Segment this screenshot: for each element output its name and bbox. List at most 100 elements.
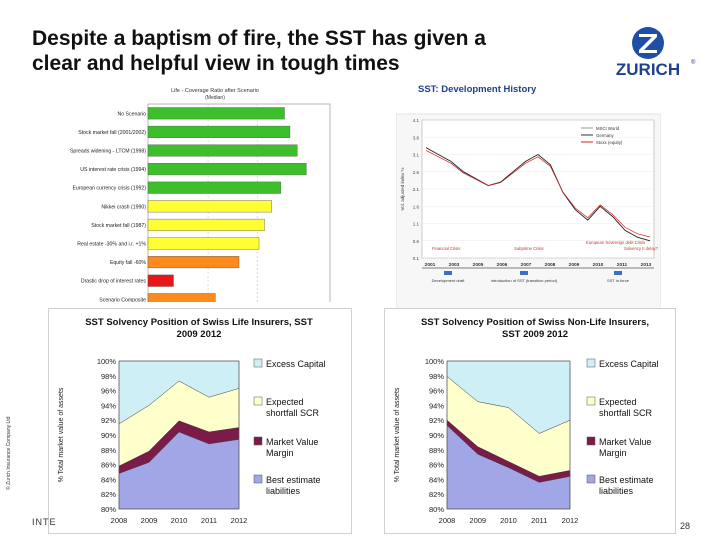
chart4-x-tick: 2012 — [562, 516, 579, 525]
swiss-nonlife-solvency-svg: SST Solvency Position of Swiss Non-Life … — [394, 317, 659, 525]
chart3-title: SST Solvency Position of Swiss Life Insu… — [85, 317, 313, 328]
swiss-life-solvency-svg: SST Solvency Position of Swiss Life Insu… — [58, 317, 326, 525]
chart2-x-tick: 2011 — [617, 262, 628, 268]
chart1-category-label: Spreads widening - LTCM (1998) — [70, 149, 146, 155]
chart1-category-label: European currency crisis (1992) — [72, 186, 146, 192]
chart4-legend-label-2: Margin — [599, 448, 627, 458]
sst-development-history-svg: SST: Development History 4.1 3.6 3.1 2.6 2.1 1… — [395, 84, 662, 311]
chart1-bar — [147, 256, 240, 269]
chart3-y-tick: 88% — [101, 446, 116, 455]
chart2-legend-label: Germany — [596, 133, 615, 138]
chart1-bar — [147, 274, 174, 287]
chart4-y-tick: 92% — [429, 416, 444, 425]
chart2-x-tick: 2009 — [569, 262, 580, 268]
chart2-y-tick: 2.1 — [413, 187, 420, 192]
chart2-event-label: introduction of SST (transition period) — [491, 278, 558, 283]
chart3-legend-label: Excess Capital — [266, 359, 326, 369]
chart2-x-tick: 2013 — [641, 262, 652, 268]
chart1-bar — [147, 144, 298, 157]
chart1-category-label: Nikkei crash (1990) — [101, 204, 146, 210]
chart3-x-tick: 2012 — [231, 516, 248, 525]
chart4-y-tick: 82% — [429, 490, 444, 499]
chart4-y-tick: 80% — [429, 505, 444, 514]
chart4-y-tick: 88% — [429, 446, 444, 455]
chart3-legend-label: Expected — [266, 397, 304, 407]
chart4-legend-label: Best estimate — [599, 475, 654, 485]
chart2-annotation: Financial Crisis — [432, 246, 460, 251]
chart2-legend-label: MSCI World — [596, 126, 620, 131]
chart3-legend-swatch — [253, 436, 263, 446]
chart2-annotation: Solvency II delay? — [624, 246, 659, 251]
logo-registered: ® — [691, 59, 696, 66]
chart1-category-label: Drastic drop of interest rates — [81, 279, 147, 285]
chart3-legend-label: Market Value — [266, 437, 318, 447]
chart4-x-tick: 2010 — [500, 516, 517, 525]
chart4-y-tick: 94% — [429, 401, 444, 410]
chart2-x-tick: 2007 — [521, 262, 532, 268]
chart2-x-tick: 2005 — [473, 262, 484, 268]
chart1-category-label: US interest rate crisis (1994) — [80, 167, 146, 173]
chart4-x-tick: 2008 — [439, 516, 456, 525]
copyright-text: © Zurich Insurance Company Ltd — [6, 416, 12, 490]
chart4-legend-label: Expected — [599, 397, 637, 407]
chart2-y-tick: 3.1 — [413, 153, 420, 158]
chart2-x-tick: 2010 — [593, 262, 604, 268]
chart2-event-label: SST in force — [607, 278, 630, 283]
swiss-life-solvency-chart: SST Solvency Position of Swiss Life Insu… — [48, 308, 352, 534]
chart4-y-tick: 100% — [425, 357, 445, 366]
chart2-series-line-2 — [425, 150, 651, 238]
chart1-category-label: Stock market fall (1987) — [91, 223, 146, 229]
chart2-y-tick: 3.6 — [413, 135, 420, 140]
chart2-ylabel: Vol. adjusted index % — [400, 167, 405, 210]
chart3-y-tick: 98% — [101, 372, 116, 381]
chart4-legend-swatch — [586, 474, 596, 484]
chart3-legend-swatch — [253, 474, 263, 484]
chart3-ylabel: % Total market value of assets — [58, 387, 65, 482]
chart2-x-tick: 2006 — [497, 262, 508, 268]
chart3-legend-swatch — [253, 396, 263, 406]
chart1-category-label: Scenario Composite — [99, 297, 146, 302]
chart3-legend-label: Best estimate — [266, 475, 321, 485]
chart3-legend-label-2: liabilities — [266, 486, 301, 496]
chart3-y-tick: 96% — [101, 387, 116, 396]
sst-development-history-chart: SST: Development History 4.1 3.6 3.1 2.6 2.1 1… — [395, 80, 662, 311]
chart4-y-tick: 90% — [429, 431, 444, 440]
copyright-vertical: © Zurich Insurance Company Ltd — [6, 300, 18, 490]
chart1-bar — [147, 237, 260, 250]
chart2-event-arrow — [614, 271, 622, 275]
footer-text: INTE — [32, 517, 57, 527]
chart3-x-tick: 2008 — [111, 516, 128, 525]
life-coverage-ratio-chart: Life - Coverage Ratio after Scenario (Med… — [60, 84, 345, 328]
chart2-y-tick: 1.6 — [413, 204, 420, 209]
chart2-y-tick: 0.1 — [413, 256, 420, 261]
chart3-y-tick: 92% — [101, 416, 116, 425]
chart4-ylabel: % Total market value of assets — [394, 387, 401, 482]
chart2-annotation: Subprime Crisis — [514, 246, 544, 251]
swiss-nonlife-solvency-chart: SST Solvency Position of Swiss Non-Life … — [384, 308, 676, 534]
page-number: 28 — [680, 521, 691, 531]
chart2-y-tick: 2.6 — [413, 170, 420, 175]
chart3-x-tick: 2009 — [141, 516, 158, 525]
chart2-legend-label: Stoxx (equity) — [596, 140, 623, 145]
chart2-y-tick: 0.6 — [413, 239, 420, 244]
chart2-y-tick: 1.1 — [413, 222, 420, 227]
chart2-title: SST: Development History — [418, 84, 537, 95]
chart4-x-tick: 2009 — [469, 516, 486, 525]
chart3-y-tick: 86% — [101, 461, 116, 470]
chart1-bar — [147, 163, 307, 176]
chart4-legend-label: Market Value — [599, 437, 651, 447]
chart4-x-tick: 2011 — [531, 516, 547, 525]
chart1-category-label: No Scenario — [117, 111, 146, 117]
chart4-y-tick: 86% — [429, 461, 444, 470]
chart1-bar — [147, 181, 282, 194]
chart2-y-tick: 4.1 — [413, 118, 420, 123]
chart2-x-tick: 2001 — [425, 262, 436, 268]
slide-title-line2: clear and helpful view in tough times — [32, 52, 400, 75]
chart2-x-tick: 2003 — [449, 262, 460, 268]
chart1-bar — [147, 200, 272, 213]
chart1-bar — [147, 293, 216, 306]
chart3-y-tick: 82% — [101, 490, 116, 499]
chart4-y-tick: 96% — [429, 387, 444, 396]
slide-title: Despite a baptism of fire, the SST has g… — [32, 26, 572, 76]
chart1-bar — [147, 218, 265, 231]
